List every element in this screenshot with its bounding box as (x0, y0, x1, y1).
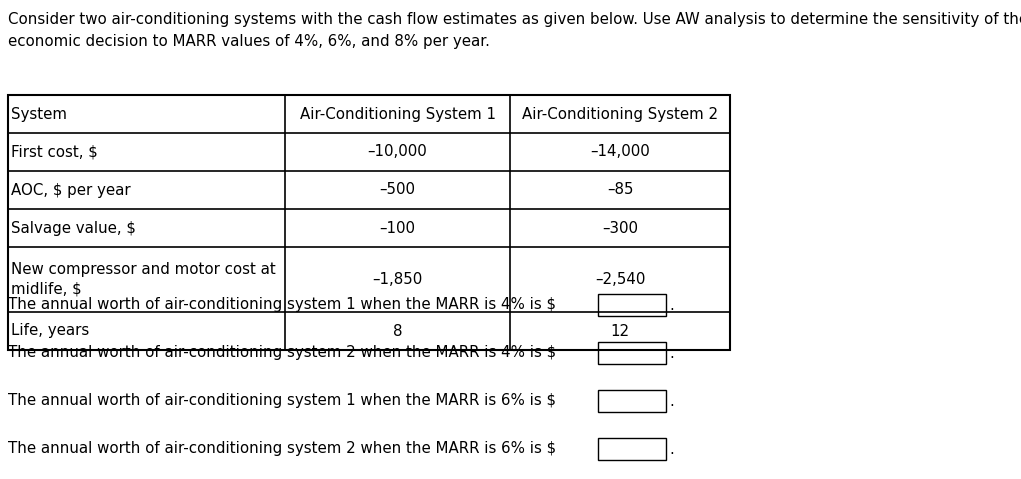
Bar (598, 294, 666, 316)
Text: Life, years: Life, years (11, 323, 89, 339)
Text: First cost, $: First cost, $ (11, 145, 98, 160)
Text: 12: 12 (611, 323, 630, 339)
Text: –300: –300 (602, 220, 638, 236)
Text: –2,540: –2,540 (595, 272, 645, 287)
Bar (598, 390, 666, 412)
Bar (8, 95, 730, 350)
Text: New compressor and motor cost at
midlife, $: New compressor and motor cost at midlife… (11, 262, 276, 297)
Text: –1,850: –1,850 (373, 272, 423, 287)
Text: AOC, $ per year: AOC, $ per year (11, 182, 131, 197)
Bar (598, 438, 666, 460)
Text: Air-Conditioning System 2: Air-Conditioning System 2 (522, 106, 718, 122)
Text: The annual worth of air-conditioning system 1 when the MARR is 6% is $: The annual worth of air-conditioning sys… (8, 394, 556, 409)
Text: The annual worth of air-conditioning system 2 when the MARR is 6% is $: The annual worth of air-conditioning sys… (8, 442, 556, 456)
Text: .: . (669, 394, 674, 409)
Text: –500: –500 (380, 182, 416, 197)
Text: Consider two air-conditioning systems with the cash flow estimates as given belo: Consider two air-conditioning systems wi… (8, 12, 1021, 48)
Text: .: . (669, 442, 674, 456)
Text: Salvage value, $: Salvage value, $ (11, 220, 136, 236)
Text: .: . (669, 297, 674, 312)
Text: The annual worth of air-conditioning system 2 when the MARR is 4% is $: The annual worth of air-conditioning sys… (8, 345, 556, 361)
Text: System: System (11, 106, 67, 122)
Text: 8: 8 (393, 323, 402, 339)
Text: –10,000: –10,000 (368, 145, 428, 160)
Text: .: . (669, 345, 674, 361)
Text: The annual worth of air-conditioning system 1 when the MARR is 4% is $: The annual worth of air-conditioning sys… (8, 297, 556, 312)
Text: –100: –100 (380, 220, 416, 236)
Bar (598, 342, 666, 364)
Text: –85: –85 (606, 182, 633, 197)
Text: Air-Conditioning System 1: Air-Conditioning System 1 (299, 106, 495, 122)
Text: –14,000: –14,000 (590, 145, 650, 160)
